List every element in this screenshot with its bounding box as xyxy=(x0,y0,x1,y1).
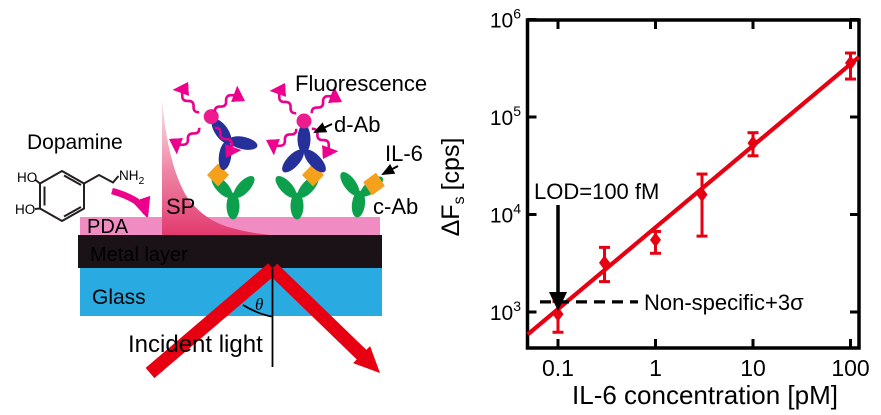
dopamine-to-pda-arrow xyxy=(111,187,151,219)
x-tick-label: 0.1 xyxy=(542,355,574,381)
fluorophore-dot xyxy=(203,109,219,125)
ho-bottom-label: HO xyxy=(15,202,35,217)
decorative-shape: s xyxy=(451,196,468,204)
decorative-shape: 6 xyxy=(513,6,521,22)
decorative-shape: NH xyxy=(119,168,139,183)
decorative-shape xyxy=(311,127,339,160)
decorative-shape xyxy=(310,86,343,114)
data-point xyxy=(747,135,759,151)
decorative-shape xyxy=(340,172,360,196)
decorative-shape xyxy=(265,128,298,156)
lod-arrowhead xyxy=(549,292,567,311)
biosensor-schematic: Dopamine HO HO NH2 θ PDA Metal layer Gla… xyxy=(15,71,427,379)
dopamine-label: Dopamine xyxy=(27,131,123,154)
nonspecific-threshold-label: Non-specific+3σ xyxy=(644,290,804,315)
glass-label: Glass xyxy=(92,286,146,309)
il6-label: IL-6 xyxy=(385,141,423,166)
decorative-shape xyxy=(168,127,201,155)
sp-evanescent-field xyxy=(162,100,270,235)
fluorescence-label: Fluorescence xyxy=(295,71,427,96)
decorative-shape xyxy=(214,126,242,159)
y-tick-label: 105 xyxy=(490,103,521,130)
decorative-shape: 5 xyxy=(513,103,521,119)
decorative-shape xyxy=(203,109,258,171)
sp-label: SP xyxy=(166,194,195,219)
decorative-shape xyxy=(297,124,311,154)
decorative-shape xyxy=(351,190,366,218)
decorative-shape xyxy=(172,81,200,114)
il6-antigen xyxy=(363,172,385,196)
fluorophore-dot xyxy=(296,113,312,129)
decorative-shape xyxy=(226,192,240,220)
decorative-shape xyxy=(168,81,246,159)
decorative-shape xyxy=(304,149,326,173)
decorative-shape xyxy=(282,113,326,173)
theta-arc xyxy=(242,304,272,318)
ho-top-label: HO xyxy=(17,170,37,185)
nh2-label: NH2 xyxy=(119,168,145,187)
data-point xyxy=(552,306,564,322)
decorative-shape: [cps] xyxy=(440,138,465,191)
decorative-shape xyxy=(269,82,297,115)
d-ab-pointer-arrow xyxy=(313,122,333,133)
pda-layer xyxy=(80,217,380,235)
data-point xyxy=(845,55,856,71)
x-tick-label: 10 xyxy=(740,355,766,381)
detection-antibody xyxy=(203,109,258,171)
il6-pointer-arrow xyxy=(381,163,399,175)
double-bond xyxy=(63,174,82,186)
pda-label: PDA xyxy=(87,216,129,238)
decorative-shape: 4 xyxy=(513,201,521,217)
ethylamine-chain xyxy=(83,173,120,185)
decorative-shape: 2 xyxy=(139,175,145,187)
y-axis-title: ΔFs [cps] xyxy=(440,138,468,237)
y-tick-label: 104 xyxy=(490,201,521,228)
data-point xyxy=(599,255,611,271)
theta-label: θ xyxy=(255,295,263,314)
decorative-shape: 3 xyxy=(513,298,521,314)
metal-layer-label: Metal layer xyxy=(90,244,188,266)
decorative-shape xyxy=(290,192,304,220)
ho-bond xyxy=(34,207,41,210)
incident-beam xyxy=(145,263,277,379)
metal-layer xyxy=(78,235,382,268)
calibration-plot: 0.1 1 10 100 103 104 105 106 LOD=100 fM Non-spe… xyxy=(440,6,870,411)
decorative-shape xyxy=(213,85,246,113)
x-tick-label: 100 xyxy=(831,355,869,381)
benzene-ring xyxy=(39,169,85,223)
d-ab-label: d-Ab xyxy=(334,112,380,137)
c-ab-label: c-Ab xyxy=(373,194,418,219)
double-bond xyxy=(63,206,82,218)
decorative-shape: ΔF xyxy=(440,204,465,236)
ho-bond xyxy=(34,179,41,185)
decorative-shape xyxy=(282,149,304,173)
incident-light-label: Incident light xyxy=(128,331,263,358)
fit-line xyxy=(526,55,861,336)
reflected-beam xyxy=(267,263,369,362)
dopamine-structure xyxy=(34,169,120,223)
decorative-shape xyxy=(233,175,255,199)
x-axis-title: IL-6 concentration [pM] xyxy=(572,380,838,410)
plot-frame xyxy=(525,18,861,350)
detection-antibody xyxy=(282,113,326,173)
reflected-beam-arrowhead xyxy=(353,346,380,373)
y-tick-label: 103 xyxy=(490,298,521,325)
data-point xyxy=(650,232,661,248)
y-tick-label: 106 xyxy=(490,6,521,33)
lod-annotation-label: LOD=100 fM xyxy=(534,179,659,204)
data-point xyxy=(696,187,708,203)
decorative-shape xyxy=(275,175,297,199)
x-tick-label: 1 xyxy=(649,355,662,381)
